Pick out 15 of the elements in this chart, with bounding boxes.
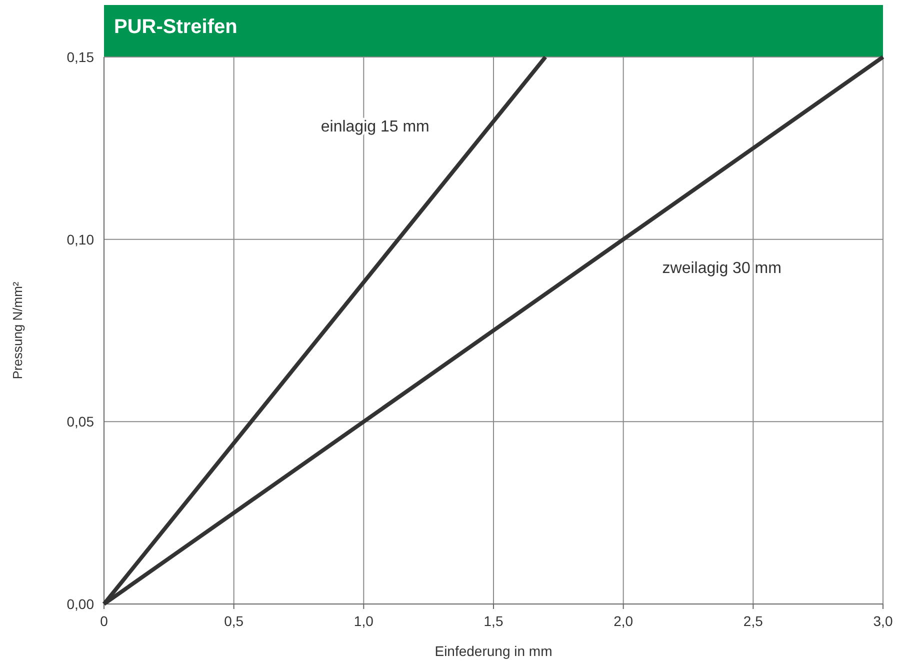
chart-title: PUR-Streifen <box>114 16 238 38</box>
x-tick-label: 0,5 <box>224 613 244 629</box>
x-tick-label: 0 <box>100 613 108 629</box>
x-tick-label: 2,5 <box>743 613 764 629</box>
x-tick-label: 1,0 <box>354 613 374 629</box>
y-tick-label: 0,15 <box>66 49 94 65</box>
y-tick-label: 0,10 <box>66 231 94 248</box>
x-tick-label: 3,0 <box>873 613 893 629</box>
y-tick-label: 0,05 <box>66 414 94 430</box>
x-tick-label: 2,0 <box>614 613 634 629</box>
text: zweilagig 30 mm <box>662 260 782 278</box>
x-tick-label: 1,5 <box>484 613 504 629</box>
x-axis-title: Einfederung in mm <box>434 643 552 659</box>
y-axis-title: Pressung N/mm² <box>10 281 25 380</box>
y-tick-label: 0,00 <box>66 596 94 612</box>
